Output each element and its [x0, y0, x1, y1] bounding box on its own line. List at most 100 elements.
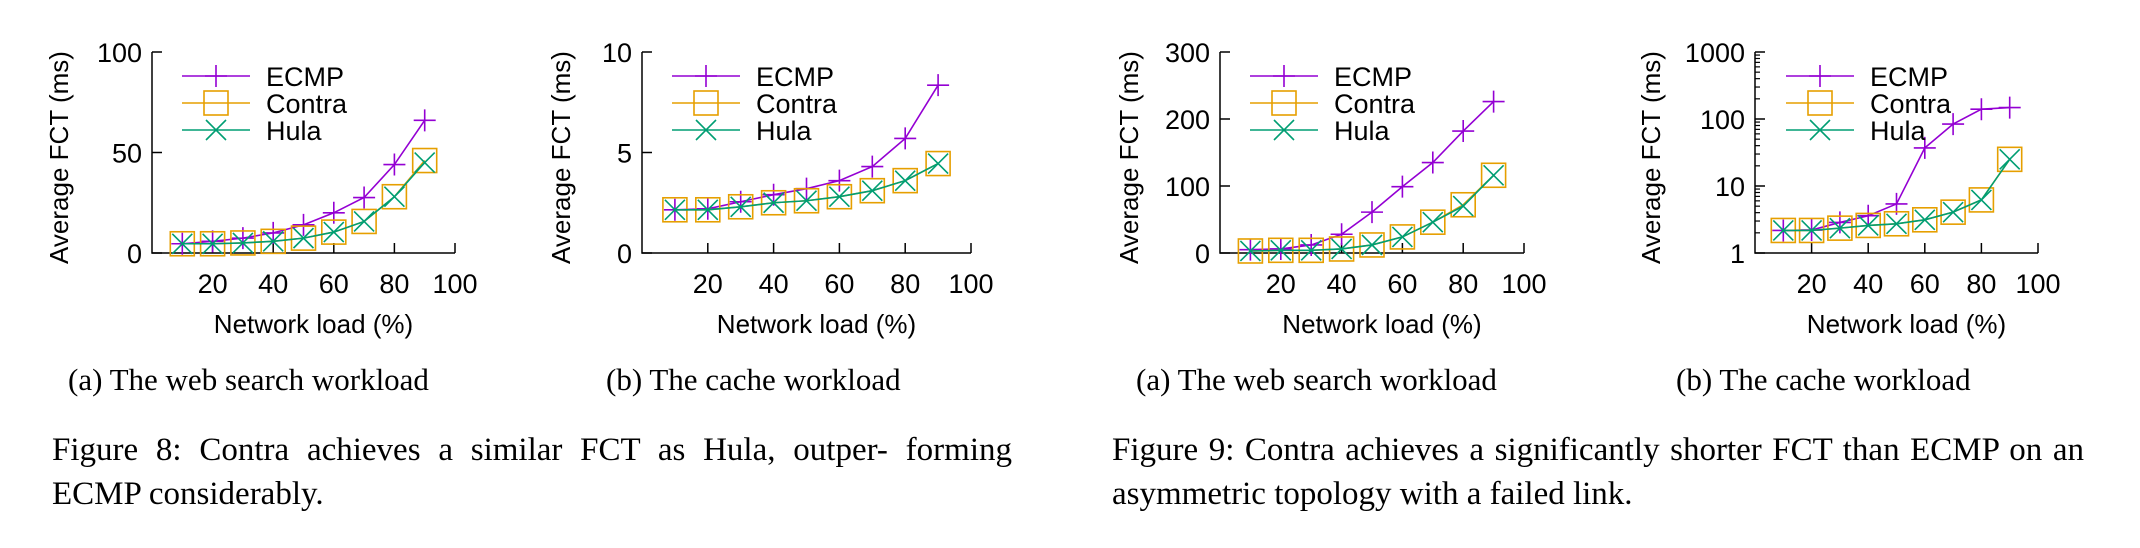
x-tick-label: 100	[948, 269, 993, 299]
legend-entry-ecmp: ECMP	[1250, 62, 1412, 92]
data-point-contra	[1389, 224, 1416, 250]
data-point-hula	[414, 151, 436, 174]
data-point-ecmp	[1913, 136, 1936, 159]
legend-marker	[695, 119, 717, 141]
data-point-contra	[1420, 209, 1446, 235]
data-point-ecmp	[201, 230, 224, 253]
data-point-contra	[727, 193, 754, 220]
legend-label: ECMP	[1334, 62, 1412, 92]
legend-marker	[1807, 90, 1833, 116]
data-point-contra	[351, 208, 377, 235]
data-point-hula	[353, 210, 375, 233]
x-tick-label: 20	[198, 269, 228, 299]
data-point-ecmp	[1391, 175, 1414, 198]
legend-entry-ecmp: ECMP	[1786, 62, 1948, 92]
legend-entry-contra: Contra	[1250, 89, 1416, 119]
legend-label: Hula	[1334, 116, 1391, 146]
data-point-contra	[290, 225, 317, 251]
legend-entry-ecmp: ECMP	[672, 62, 834, 92]
data-point-hula	[292, 227, 315, 249]
data-point-hula	[1914, 209, 1936, 231]
legend-marker	[1273, 119, 1295, 141]
x-tick-label: 60	[824, 269, 854, 299]
legend-entry-hula: Hula	[182, 116, 323, 146]
y-tick-label: 50	[112, 139, 142, 169]
data-point-ecmp	[353, 186, 376, 209]
y-tick-label: 100	[1165, 172, 1210, 202]
data-point-hula	[1361, 234, 1383, 256]
legend-marker	[1809, 119, 1831, 141]
legend-marker	[1271, 90, 1297, 116]
legend-label: ECMP	[756, 62, 834, 92]
y-tick-label: 0	[617, 239, 632, 269]
x-tick-label: 20	[693, 269, 723, 299]
data-point-contra	[1827, 215, 1853, 241]
x-tick-label: 100	[2015, 269, 2060, 299]
x-axis-label: Network load (%)	[717, 309, 916, 339]
data-point-hula	[323, 221, 345, 243]
x-tick-label: 80	[379, 269, 409, 299]
data-point-ecmp	[1857, 204, 1880, 227]
subcaption-fig8-a: (a) The web search workload	[68, 362, 429, 397]
data-point-hula	[171, 233, 193, 255]
data-point-ecmp	[413, 109, 436, 132]
data-point-hula	[730, 196, 752, 218]
legend-marker	[205, 65, 227, 87]
figure-8-caption: Figure 8: Contra achieves a similar FCT …	[52, 432, 1012, 512]
data-point-hula	[927, 152, 949, 175]
data-point-hula	[1331, 238, 1353, 260]
x-tick-label: 60	[1910, 269, 1940, 299]
data-point-contra	[1480, 162, 1507, 189]
x-tick-label: 100	[432, 269, 477, 299]
legend-marker	[695, 65, 717, 87]
data-point-ecmp	[1452, 120, 1475, 143]
data-point-hula	[383, 186, 405, 208]
data-point-hula	[1999, 148, 2021, 170]
series-ecmp	[1239, 90, 1505, 261]
chart-3: 0 100 200 300 20 40 60 80 100 Network load (%) Ave…	[1114, 38, 1547, 339]
legend-label: Contra	[1334, 89, 1416, 119]
legend-label: Hula	[266, 116, 323, 146]
legend-marker	[693, 90, 719, 116]
data-point-hula	[1885, 213, 1908, 235]
y-axis-label: Average FCT (ms)	[44, 51, 74, 264]
legend-entry-hula: Hula	[1250, 116, 1391, 146]
x-tick-label: 40	[759, 269, 789, 299]
data-point-ecmp	[383, 153, 406, 176]
data-point-hula	[861, 180, 883, 202]
legend-entry-contra: Contra	[672, 89, 838, 119]
data-point-ecmp	[1828, 211, 1851, 234]
y-tick-label: 1000	[1685, 38, 1745, 68]
y-axis-label: Average FCT (ms)	[1636, 51, 1666, 264]
data-point-hula	[202, 233, 224, 255]
legend-entry-hula: Hula	[672, 116, 813, 146]
data-point-contra	[381, 183, 408, 210]
series-ecmp	[1772, 96, 2021, 242]
legend-marker	[1809, 65, 1831, 87]
x-axis-label: Network load (%)	[214, 309, 413, 339]
data-point-ecmp	[1421, 151, 1444, 174]
data-point-contra	[411, 147, 438, 174]
data-point-ecmp	[1330, 223, 1353, 246]
x-tick-label: 80	[1448, 269, 1478, 299]
data-point-ecmp	[1361, 201, 1383, 224]
y-tick-label: 0	[1195, 239, 1210, 269]
data-point-hula	[1391, 226, 1413, 248]
data-point-ecmp	[927, 74, 950, 97]
legend-entry-hula: Hula	[1786, 116, 1927, 146]
legend-entry-contra: Contra	[1786, 89, 1952, 119]
y-tick-label: 100	[1700, 105, 1745, 135]
figure-9-caption: Figure 9: Contra achieves a significantl…	[1112, 432, 2084, 512]
legend-label: Contra	[1870, 89, 1952, 119]
legend-label: Contra	[756, 89, 838, 119]
series-hula	[1772, 148, 2021, 242]
data-point-hula	[1970, 189, 1992, 211]
series-hula	[664, 152, 949, 221]
subcaption-fig8-b: (b) The cache workload	[606, 362, 901, 397]
y-axis-label: Average FCT (ms)	[546, 51, 576, 264]
data-point-hula	[1829, 217, 1851, 239]
data-point-ecmp	[1942, 113, 1965, 136]
data-point-hula	[1772, 219, 1794, 242]
legend-marker	[205, 119, 227, 141]
y-tick-label: 5	[617, 139, 632, 169]
